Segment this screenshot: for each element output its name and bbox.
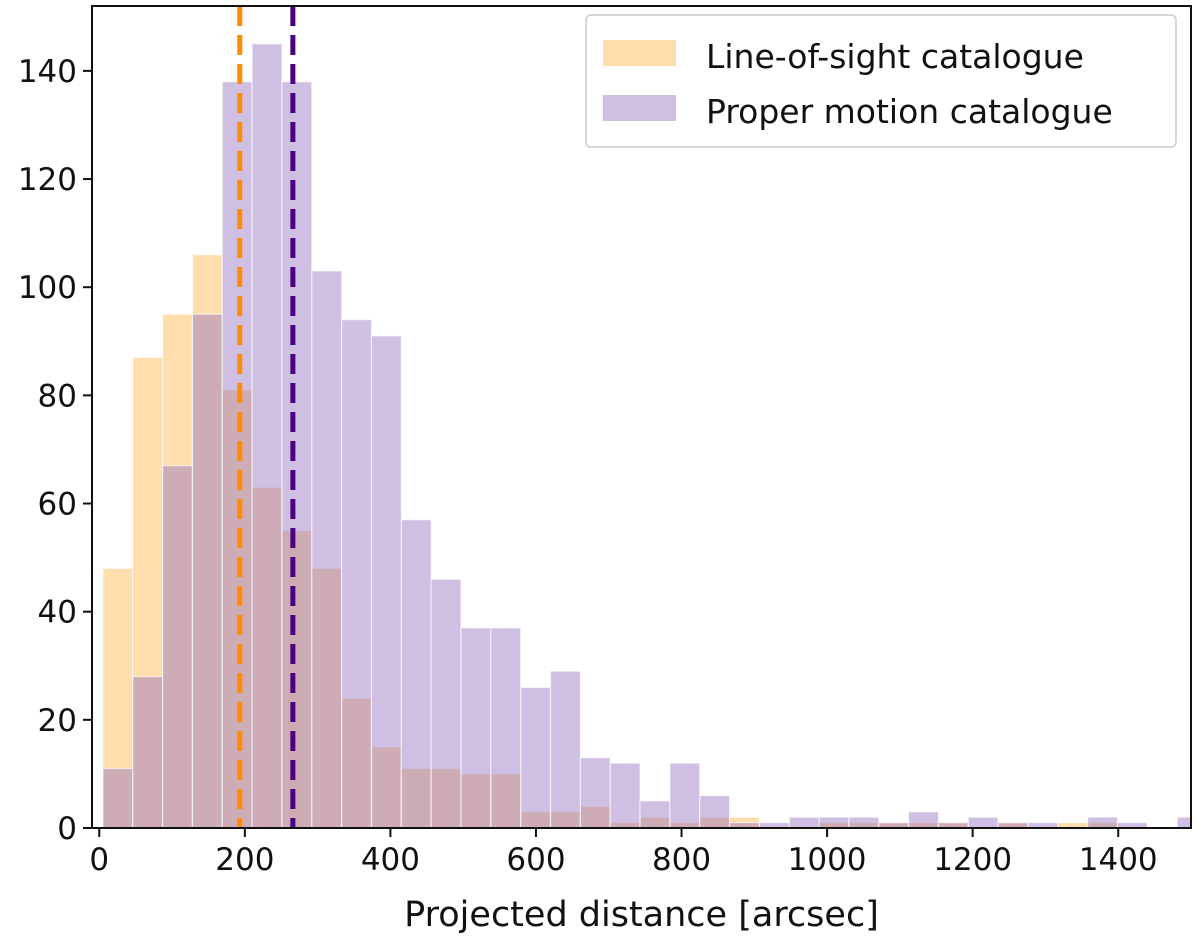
y-tick-label-80: 80	[38, 378, 77, 414]
x-tick-label-600: 600	[506, 842, 565, 878]
bar-proper-motion-33	[1087, 816, 1119, 829]
legend-swatch-proper-motion	[603, 95, 676, 121]
legend: Line-of-sight catalogue Proper motion ca…	[585, 14, 1177, 148]
x-tick-label-400: 400	[361, 842, 420, 878]
bar-proper-motion-16	[579, 757, 611, 829]
y-tick-label-140: 140	[18, 54, 77, 90]
bar-proper-motion-25	[848, 816, 880, 829]
bar-proper-motion-36	[1176, 816, 1192, 829]
bar-proper-motion-23	[788, 816, 820, 829]
legend-swatch-line-of-sight	[603, 40, 676, 66]
x-axis-label: Projected distance [arcsec]	[404, 895, 879, 935]
bar-line-of-sight-1	[132, 356, 164, 829]
bar-proper-motion-17	[609, 762, 641, 829]
bar-proper-motion-4	[221, 81, 253, 829]
plot-frame	[91, 5, 1192, 829]
x-tick-label-1400: 1400	[1079, 842, 1158, 878]
bar-proper-motion-3	[191, 313, 223, 829]
y-tick-label-40: 40	[38, 595, 77, 631]
legend-box	[585, 14, 1177, 148]
bar-proper-motion-18	[639, 800, 671, 829]
x-tick-label-1200: 1200	[933, 842, 1012, 878]
y-tick-label-20: 20	[38, 703, 77, 739]
bar-proper-motion-6	[281, 81, 313, 829]
bar-proper-motion-1	[132, 675, 164, 829]
bar-proper-motion-12	[460, 627, 492, 829]
bar-proper-motion-20	[699, 794, 731, 829]
y-tick-label-0: 0	[57, 811, 77, 847]
x-tick-label-0: 0	[89, 842, 109, 878]
bar-proper-motion-24	[818, 816, 850, 829]
bar-line-of-sight-2	[161, 313, 194, 829]
x-tick-label-200: 200	[215, 842, 274, 878]
legend-label-proper-motion: Proper motion catalogue	[706, 92, 1113, 131]
bar-proper-motion-8	[341, 319, 373, 829]
y-tick-label-60: 60	[38, 487, 77, 523]
bar-proper-motion-27	[908, 811, 940, 829]
bar-proper-motion-9	[370, 335, 402, 829]
bar-proper-motion-2	[161, 465, 194, 829]
bar-proper-motion-29	[967, 816, 999, 829]
y-tick-label-100: 100	[18, 270, 77, 306]
bar-proper-motion-15	[549, 670, 581, 829]
bar-proper-motion-13	[490, 627, 522, 829]
bar-line-of-sight-0	[102, 567, 134, 829]
bar-proper-motion-14	[520, 686, 552, 829]
bar-line-of-sight-11	[430, 767, 462, 829]
y-tick-label-120: 120	[18, 162, 77, 198]
bar-proper-motion-7	[311, 270, 343, 829]
bar-proper-motion-0	[102, 767, 134, 829]
bar-proper-motion-10	[400, 519, 432, 829]
x-tick-label-800: 800	[652, 842, 711, 878]
x-tick-label-1000: 1000	[788, 842, 867, 878]
bar-proper-motion-5	[251, 43, 283, 829]
bar-line-of-sight-13	[490, 773, 522, 829]
bar-proper-motion-19	[669, 762, 701, 829]
bar-proper-motion-11	[430, 578, 462, 829]
legend-label-line-of-sight: Line-of-sight catalogue	[706, 37, 1084, 76]
